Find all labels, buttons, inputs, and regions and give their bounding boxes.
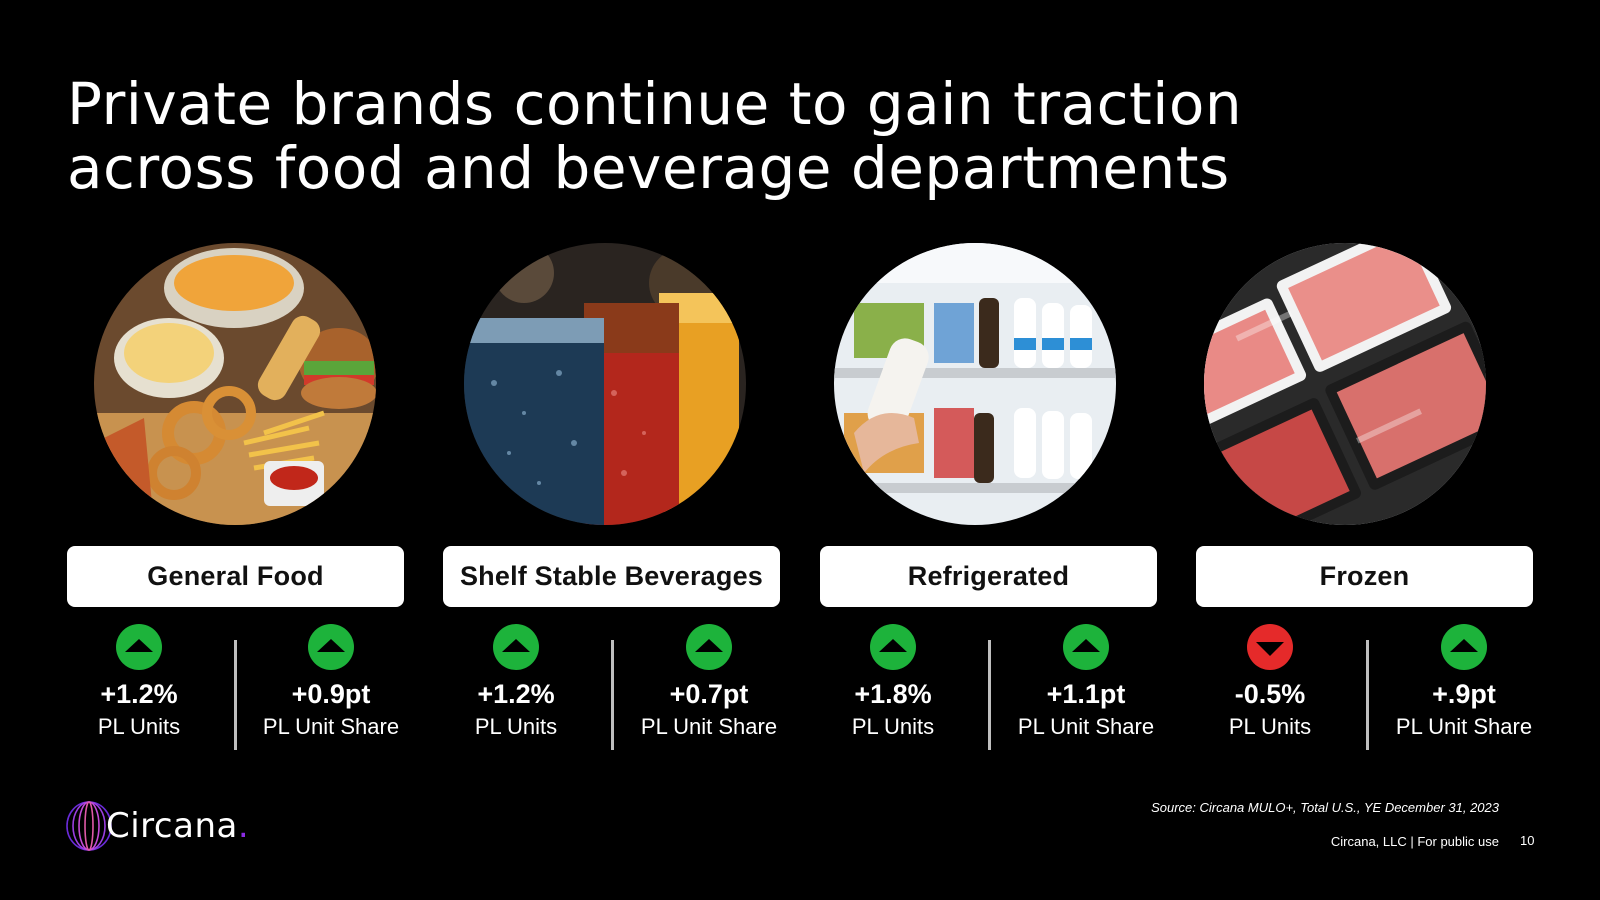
arrow-up-icon [308, 624, 354, 670]
arrow-up-icon [116, 624, 162, 670]
soft-drinks-photo [464, 243, 746, 525]
fast-food-photo [94, 243, 376, 525]
arrow-up-icon [870, 624, 916, 670]
metric-value: +1.2% [100, 679, 178, 709]
metric-label: PL Unit Share [1395, 714, 1533, 739]
category-label: Frozen [1319, 561, 1410, 591]
metric-label: PL Units [851, 714, 935, 739]
metric-label: PL Units [474, 714, 558, 739]
arrow-up-icon [686, 624, 732, 670]
metric-units: -0.5% PL Units [1170, 624, 1370, 742]
metric-divider [1366, 640, 1369, 750]
category-shelf-stable-beverages: Shelf Stable Beverages [443, 546, 780, 607]
title-line-2: across food and beverage departments [67, 134, 1230, 202]
category-label: Refrigerated [907, 561, 1070, 591]
circana-logo: Circana. [64, 800, 249, 852]
arrow-down-icon [1247, 624, 1293, 670]
arrow-up-icon [493, 624, 539, 670]
metric-value: +.9pt [1432, 679, 1496, 709]
frozen-meat-photo [1204, 243, 1486, 525]
category-refrigerated: Refrigerated [820, 546, 1157, 607]
metric-value: +0.9pt [291, 679, 371, 709]
metric-value: +0.7pt [669, 679, 749, 709]
metric-label: PL Units [97, 714, 181, 739]
metric-label: PL Unit Share [1017, 714, 1155, 739]
circana-logo-icon [66, 801, 112, 851]
metric-share: +.9pt PL Unit Share [1364, 624, 1564, 742]
metric-divider [234, 640, 237, 750]
source-note: Source: Circana MULO+, Total U.S., YE De… [1151, 800, 1499, 815]
metric-label: PL Unit Share [640, 714, 778, 739]
metric-units: +1.2% PL Units [39, 624, 239, 742]
metric-value: +1.8% [854, 679, 932, 709]
arrow-up-icon [1063, 624, 1109, 670]
category-general-food: General Food [67, 546, 404, 607]
metric-share: +1.1pt PL Unit Share [986, 624, 1186, 742]
logo-wordmark: Circana. [106, 806, 250, 846]
metric-value: -0.5% [1234, 679, 1306, 709]
slide-title: Private brands continue to gain traction… [67, 72, 1467, 200]
metric-units: +1.2% PL Units [416, 624, 616, 742]
metric-value: +1.1pt [1046, 679, 1126, 709]
category-label: General Food [147, 561, 324, 591]
metric-label: PL Units [1228, 714, 1312, 739]
metric-share: +0.9pt PL Unit Share [231, 624, 431, 742]
metric-value: +1.2% [477, 679, 555, 709]
title-line-1: Private brands continue to gain traction [67, 70, 1243, 138]
metric-label: PL Unit Share [262, 714, 400, 739]
category-label: Shelf Stable Beverages [459, 561, 764, 591]
footer-text: Circana, LLC | For public use [1330, 834, 1499, 849]
metric-divider [988, 640, 991, 750]
arrow-up-icon [1441, 624, 1487, 670]
metric-divider [611, 640, 614, 750]
metric-share: +0.7pt PL Unit Share [609, 624, 809, 742]
category-frozen: Frozen [1196, 546, 1533, 607]
metric-units: +1.8% PL Units [793, 624, 993, 742]
dairy-shelf-photo [834, 243, 1116, 525]
page-number: 10 [1520, 833, 1535, 848]
